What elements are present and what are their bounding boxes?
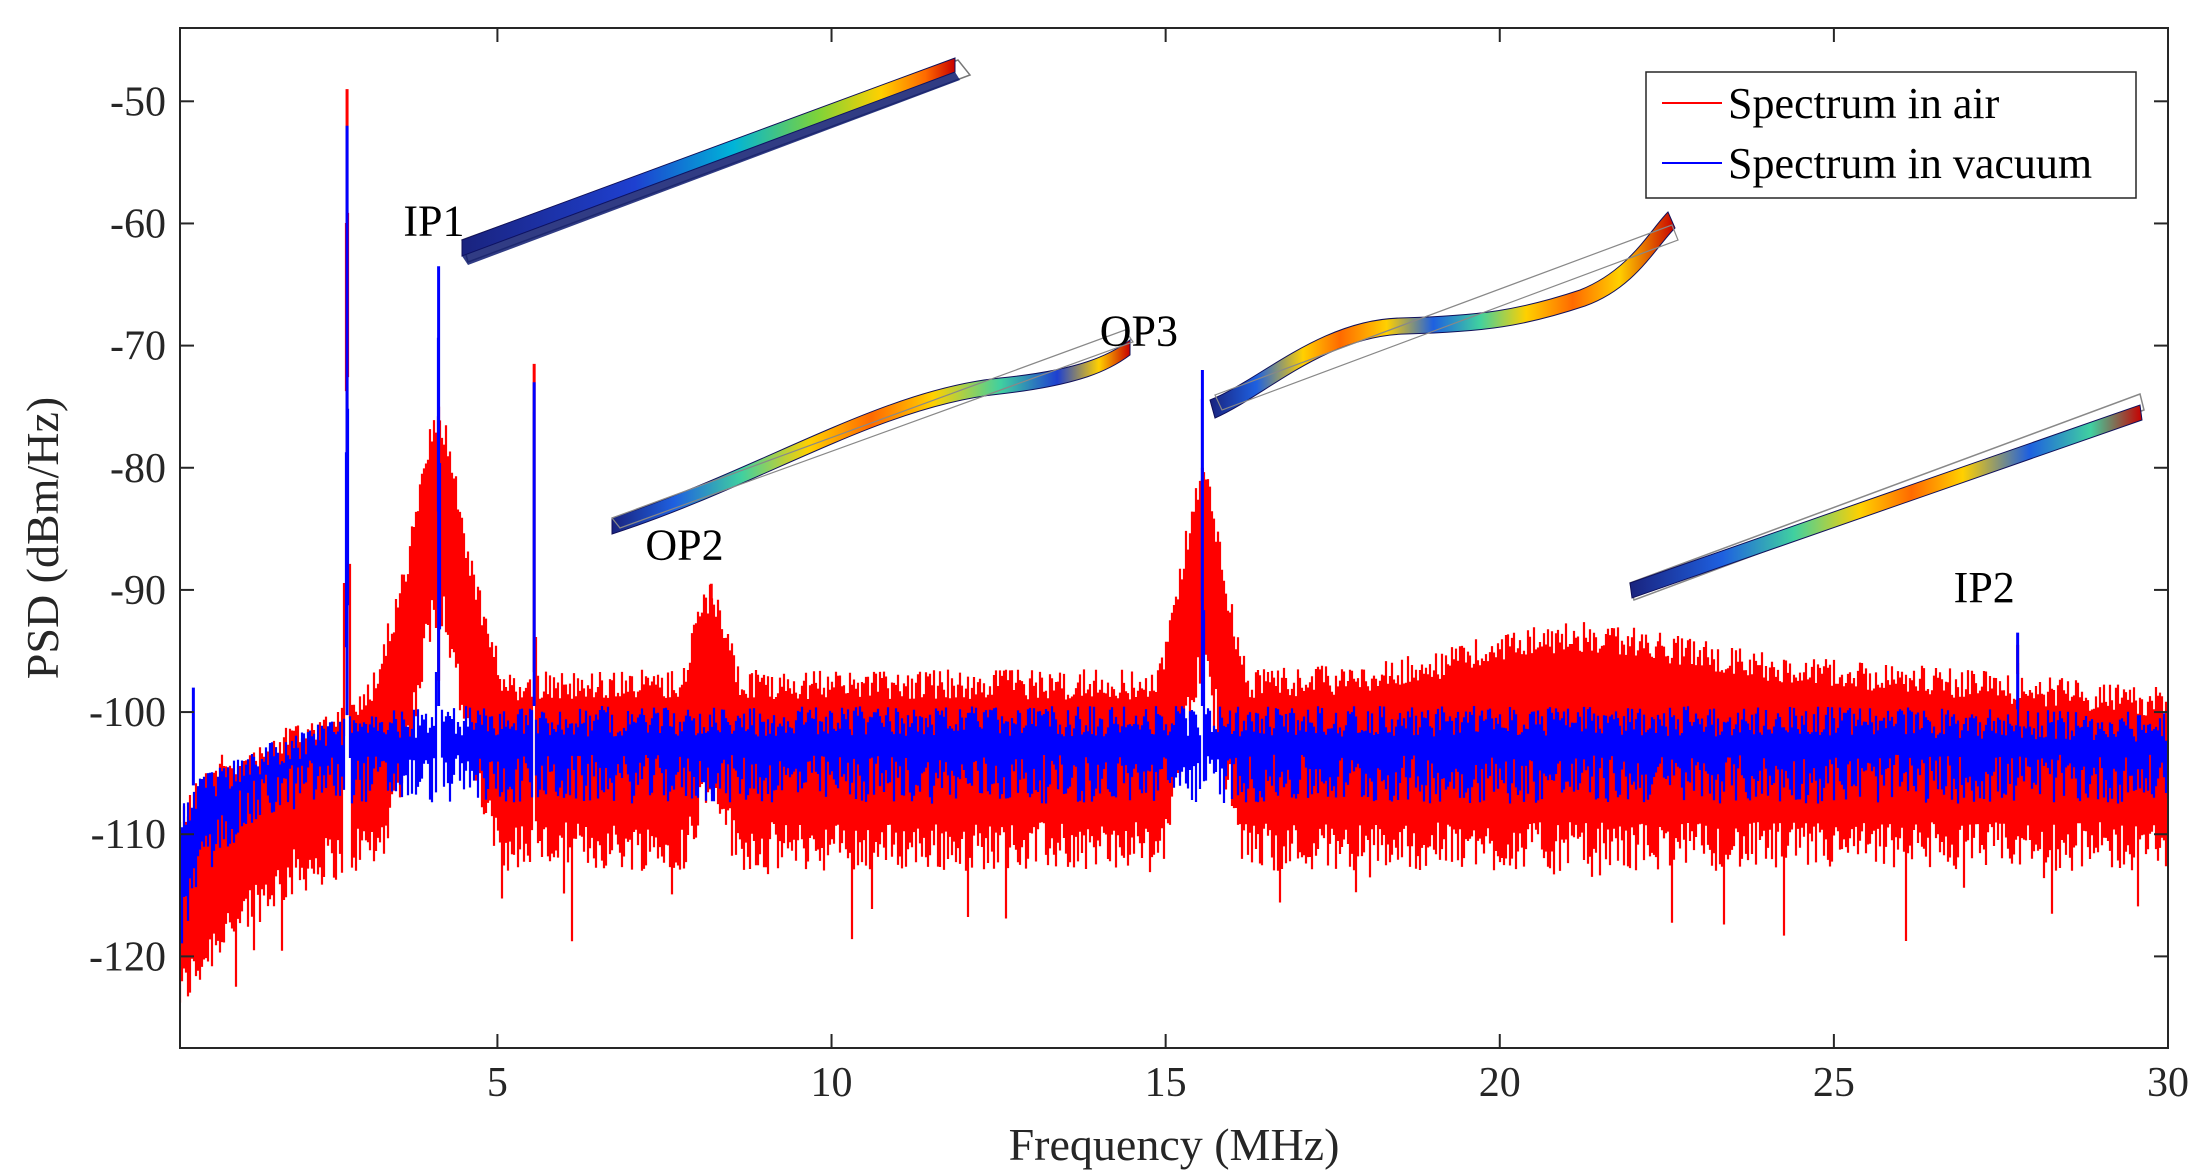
y-tick-label: -50 [110, 79, 166, 125]
legend-label-vacuum: Spectrum in vacuum [1728, 139, 2092, 188]
y-axis-title: PSD (dBm/Hz) [17, 397, 68, 679]
mode-shape-op3-image [1209, 211, 1679, 419]
axis-ticks [180, 28, 2169, 1048]
annotation-ip1: IP1 [403, 197, 464, 246]
series-noise-band [180, 337, 2168, 944]
y-tick-label: -80 [110, 446, 166, 492]
mode-shape-ip2-image [1629, 393, 2145, 601]
x-tick-label: 30 [2147, 1060, 2189, 1106]
mode-shape-insets [461, 57, 2145, 601]
annotation-ip2: IP2 [1954, 563, 2015, 612]
series-spectrum-in-vacuum [180, 125, 2168, 944]
legend-label-air: Spectrum in air [1728, 79, 2000, 128]
peak-annotations: IP1 OP2 OP3 IP2 [403, 197, 2014, 612]
y-tick-label: -70 [110, 324, 166, 370]
series-spectrum-in-air [180, 89, 2168, 1003]
y-tick-label: -100 [89, 690, 166, 736]
annotation-op3: OP3 [1100, 307, 1178, 356]
y-tick-label: -110 [91, 812, 166, 858]
mode-shape-ip1-image [461, 57, 972, 265]
y-tick-label: -90 [110, 568, 166, 614]
x-tick-label: 10 [811, 1060, 853, 1106]
x-tick-label: 20 [1479, 1060, 1521, 1106]
x-tick-label: 15 [1145, 1060, 1187, 1106]
annotation-op2: OP2 [645, 520, 723, 569]
x-tick-label: 25 [1813, 1060, 1855, 1106]
x-tick-label: 5 [487, 1060, 508, 1106]
plot-area-frame [179, 27, 2169, 1049]
y-tick-label: -120 [89, 934, 166, 980]
x-axis-title: Frequency (MHz) [1009, 1119, 1340, 1170]
axis-tick-labels: 5 10 15 20 25 30 -120 -110 -100 -90 -80 -70 -60 -50 [89, 79, 2189, 1106]
legend-box [1645, 71, 2137, 199]
mode-shape-op2-image [611, 329, 1134, 535]
y-tick-label: -60 [110, 201, 166, 247]
legend: Spectrum in air Spectrum in vacuum [1645, 71, 2137, 199]
